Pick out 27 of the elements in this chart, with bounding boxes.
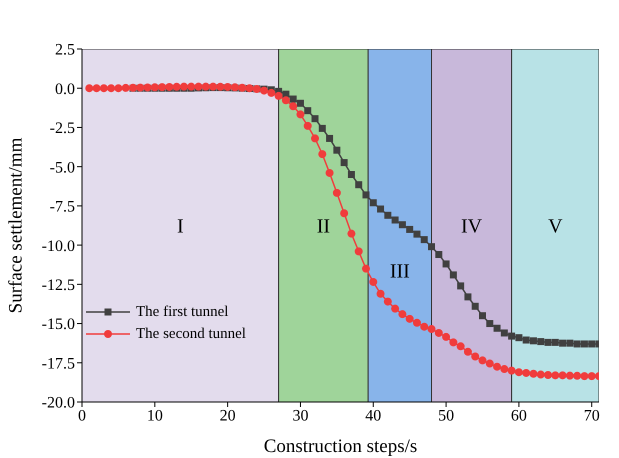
y-tick-label: -15.0: [42, 316, 75, 334]
x-tick-label: 0: [78, 407, 86, 424]
legend-label: The first tunnel: [136, 304, 228, 320]
x-tick-label: 40: [365, 407, 382, 424]
band-label: III: [390, 260, 410, 283]
y-tick-label: -7.5: [50, 198, 75, 216]
x-tick-label: 30: [292, 407, 308, 424]
y-tick-label: 0.0: [55, 80, 75, 98]
x-axis-title: Construction steps/s: [264, 436, 418, 457]
band-label: V: [548, 216, 564, 238]
x-tick-label: 60: [510, 407, 527, 424]
band-label: I: [176, 216, 184, 238]
legend-label: The second tunnel: [136, 326, 246, 342]
x-tick-label: 70: [584, 407, 600, 424]
y-tick-label: 2.5: [55, 42, 75, 59]
y-tick-label: -2.5: [50, 120, 75, 138]
y-axis-title: Surface settlement/mm: [6, 137, 27, 314]
x-tick-label: 10: [146, 407, 163, 424]
y-tick-label: -17.5: [42, 355, 75, 372]
x-tick-label: 50: [438, 407, 454, 424]
y-tick-label: -5.0: [50, 159, 75, 176]
y-tick-label: -12.5: [42, 277, 75, 294]
x-tick-label: 20: [220, 407, 236, 424]
y-tick-label: -20.0: [42, 394, 75, 412]
band-label: IV: [461, 216, 483, 238]
band-label: II: [316, 216, 330, 238]
y-tick-label: -10.0: [42, 238, 75, 255]
